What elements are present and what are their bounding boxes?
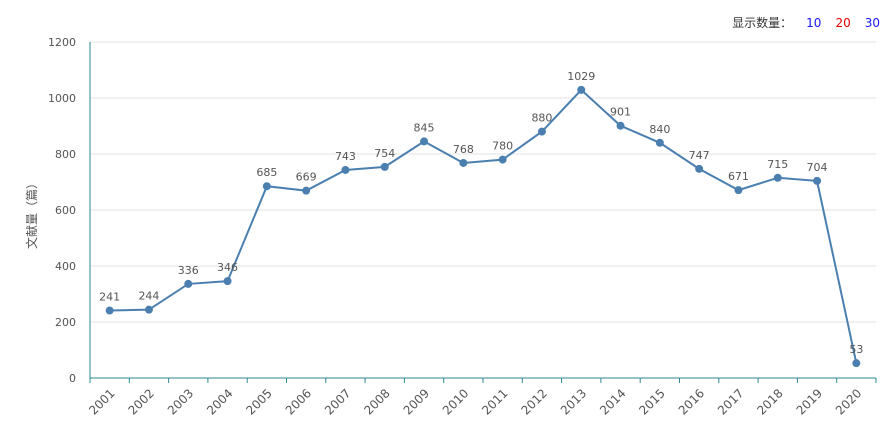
display-count-label: 显示数量： (732, 16, 793, 30)
data-label-2014: 901 (610, 106, 631, 119)
data-point-2020 (852, 359, 861, 368)
data-point-2004 (223, 277, 232, 286)
data-point-2006 (302, 186, 311, 195)
data-label-2015: 840 (649, 123, 670, 136)
x-tick-labels: 2001 2002 2003 2004 2005 2006 2007 2008 2009 2010… (86, 386, 864, 417)
x-tick-2007: 2007 (322, 386, 353, 417)
x-tick-2011: 2011 (479, 386, 510, 417)
data-labels: 241 244 336 346 685 669 743 754 845 768 780 880 1029… (99, 70, 863, 356)
y-tick-1200: 1200 (48, 36, 76, 49)
x-tick-2001: 2001 (86, 386, 117, 417)
data-label-2006: 669 (296, 171, 317, 184)
data-point-2003 (184, 279, 193, 288)
data-point-2005 (262, 182, 271, 191)
data-point-2012 (537, 127, 546, 136)
data-label-2016: 747 (689, 149, 710, 162)
data-label-2010: 768 (453, 143, 474, 156)
y-tick-800: 800 (55, 148, 76, 161)
x-tick-2012: 2012 (519, 386, 550, 417)
x-tick-2006: 2006 (283, 386, 314, 417)
x-tick-2003: 2003 (165, 386, 196, 417)
x-tick-2010: 2010 (440, 386, 471, 417)
data-label-2001: 241 (99, 291, 120, 304)
series-polyline (109, 88, 858, 364)
data-point-2018 (773, 173, 782, 182)
x-tick-2020: 2020 (833, 386, 864, 417)
y-tick-400: 400 (55, 260, 76, 273)
data-point-2016 (695, 164, 704, 173)
x-tick-2005: 2005 (243, 386, 274, 417)
data-label-2004: 346 (217, 261, 238, 274)
data-label-2019: 704 (807, 161, 828, 174)
data-point-2015 (655, 138, 664, 147)
display-count-option-10[interactable]: 10 (806, 15, 822, 30)
x-tick-2009: 2009 (401, 386, 432, 417)
data-point-2009 (420, 137, 429, 146)
series-line (105, 85, 861, 368)
axes (89, 42, 877, 383)
x-tick-2014: 2014 (597, 386, 628, 417)
y-tick-1000: 1000 (48, 92, 76, 105)
grid-lines (90, 41, 876, 323)
x-tick-2017: 2017 (715, 386, 746, 417)
x-tick-2018: 2018 (754, 386, 785, 417)
data-point-2017 (734, 186, 743, 195)
data-label-2008: 754 (374, 147, 395, 160)
x-tick-2008: 2008 (361, 386, 392, 417)
display-count-option-30[interactable]: 30 (864, 15, 880, 30)
data-label-2002: 244 (138, 290, 159, 303)
data-point-2008 (380, 162, 389, 171)
y-tick-600: 600 (55, 204, 76, 217)
data-label-2003: 336 (178, 264, 199, 277)
data-label-2007: 743 (335, 150, 356, 163)
data-label-2011: 780 (492, 140, 513, 153)
x-tick-2016: 2016 (676, 386, 707, 417)
data-label-2017: 671 (728, 170, 749, 183)
data-point-2019 (813, 176, 822, 185)
y-tick-0: 0 (69, 372, 76, 385)
data-label-2013: 1029 (567, 70, 595, 83)
x-tick-2019: 2019 (794, 386, 825, 417)
x-tick-2013: 2013 (558, 386, 589, 417)
data-point-2007 (341, 165, 350, 174)
data-point-2002 (144, 305, 153, 314)
x-tick-2002: 2002 (126, 386, 157, 417)
y-axis-label: 文献量（篇） (24, 177, 39, 249)
display-count-option-20[interactable]: 20 (835, 15, 851, 30)
data-label-2005: 685 (256, 166, 277, 179)
data-point-2013 (577, 85, 586, 94)
display-count-controls: 显示数量： 10 20 30 (732, 14, 880, 31)
y-tick-labels: 0 200 400 600 800 1000 1200 (48, 36, 76, 385)
data-label-2012: 880 (531, 112, 552, 125)
data-point-2014 (616, 121, 625, 130)
x-tick-2015: 2015 (636, 386, 667, 417)
data-point-2001 (105, 306, 114, 315)
x-tick-2004: 2004 (204, 386, 235, 417)
y-tick-200: 200 (55, 316, 76, 329)
data-point-2011 (498, 155, 507, 164)
data-point-2010 (459, 158, 468, 167)
data-label-2009: 845 (414, 121, 435, 134)
data-label-2018: 715 (767, 158, 788, 171)
data-label-2020: 53 (849, 343, 863, 356)
